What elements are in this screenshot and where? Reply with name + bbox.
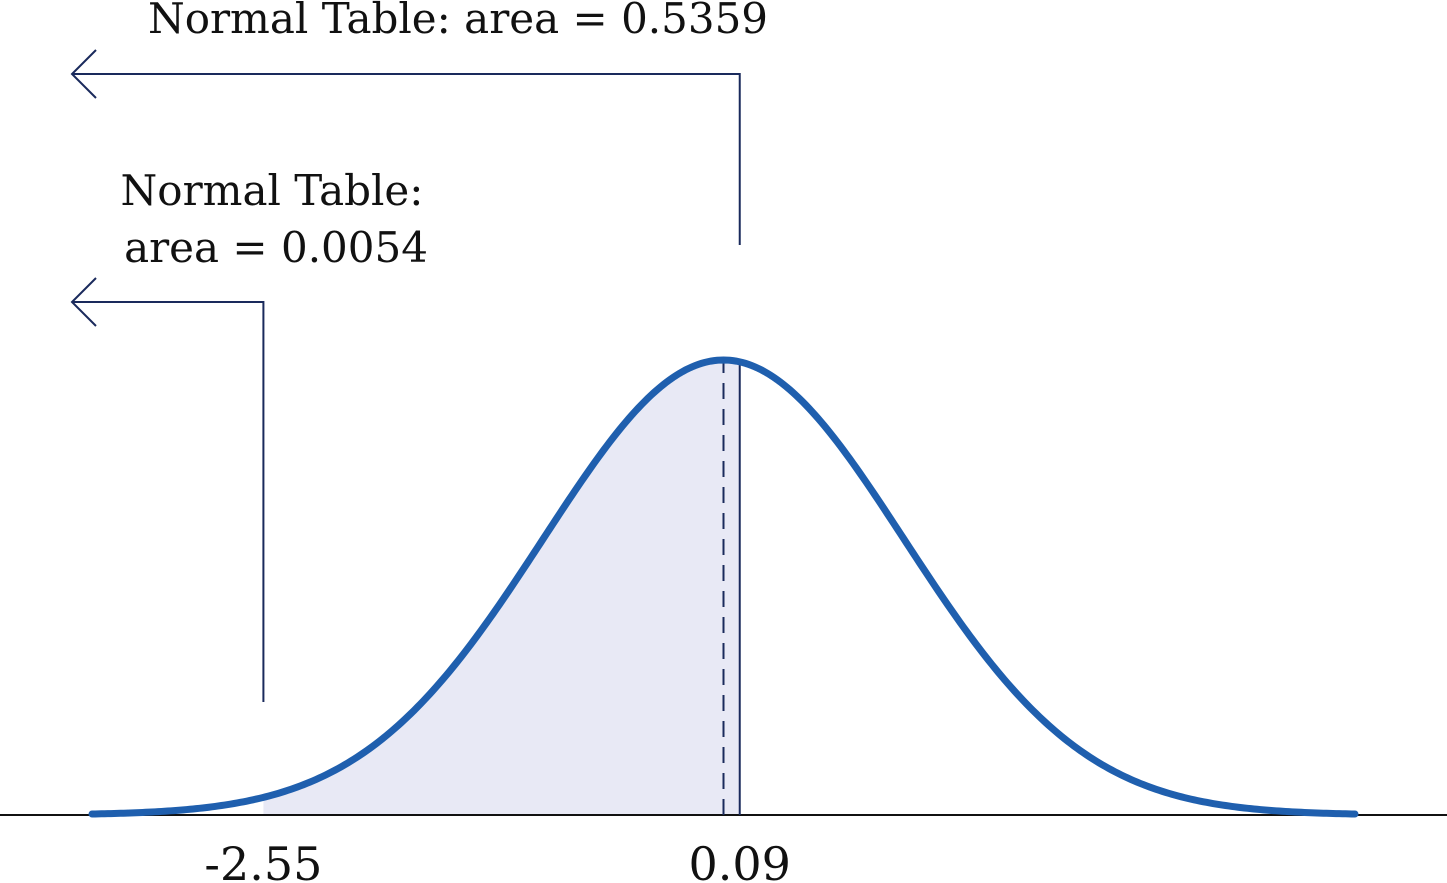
lower-annotation-label-line2: area = 0.0054 [124, 223, 428, 272]
lower-annotation-arrow-head [70, 277, 97, 327]
lower-annotation-arrow-line [72, 301, 265, 702]
lower-annotation-label-line1: Normal Table: [121, 166, 424, 215]
upper-annotation-arrow-head [70, 49, 97, 99]
tick-label-0.09: 0.09 [689, 837, 791, 883]
tick-label-neg-2.55: -2.55 [204, 837, 322, 883]
shaded-area-region [263, 360, 740, 815]
upper-annotation-label: Normal Table: area = 0.5359 [148, 0, 768, 43]
normal-curve [88, 356, 1359, 818]
upper-annotation-arrow-line [72, 73, 741, 245]
